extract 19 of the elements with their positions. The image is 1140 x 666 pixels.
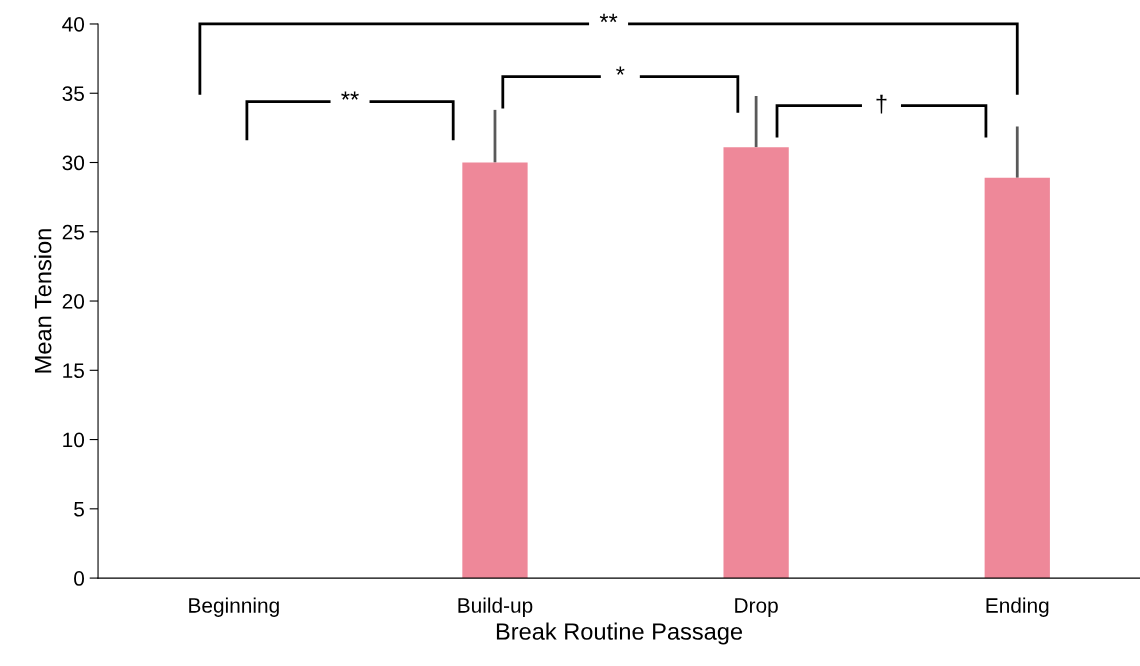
y-tick-label: 40 bbox=[62, 16, 85, 32]
x-tick-label: Build-up bbox=[458, 597, 533, 617]
y-tick-label: 0 bbox=[74, 571, 85, 586]
y-tick-label: 20 bbox=[62, 294, 85, 309]
y-tick-label: 5 bbox=[74, 502, 84, 517]
y-axis-title: Mean Tension bbox=[34, 229, 52, 373]
annotation: ** bbox=[341, 91, 359, 100]
annotation: † bbox=[876, 94, 887, 114]
x-tick-label: Drop bbox=[735, 598, 778, 617]
y-tick-label: 15 bbox=[63, 363, 84, 379]
y-tick-label: 35 bbox=[62, 86, 84, 101]
y-tick-label: 25 bbox=[62, 224, 84, 240]
annotation: * bbox=[616, 66, 625, 75]
x-tick-label: Ending bbox=[986, 597, 1049, 617]
x-tick-label: Beginning bbox=[189, 597, 279, 617]
text: ** bbox=[599, 13, 618, 23]
y-tick-label: 30 bbox=[62, 155, 85, 171]
y-tick-label: 10 bbox=[63, 432, 85, 448]
x-axis-title: Break Routine Passage bbox=[496, 622, 743, 645]
